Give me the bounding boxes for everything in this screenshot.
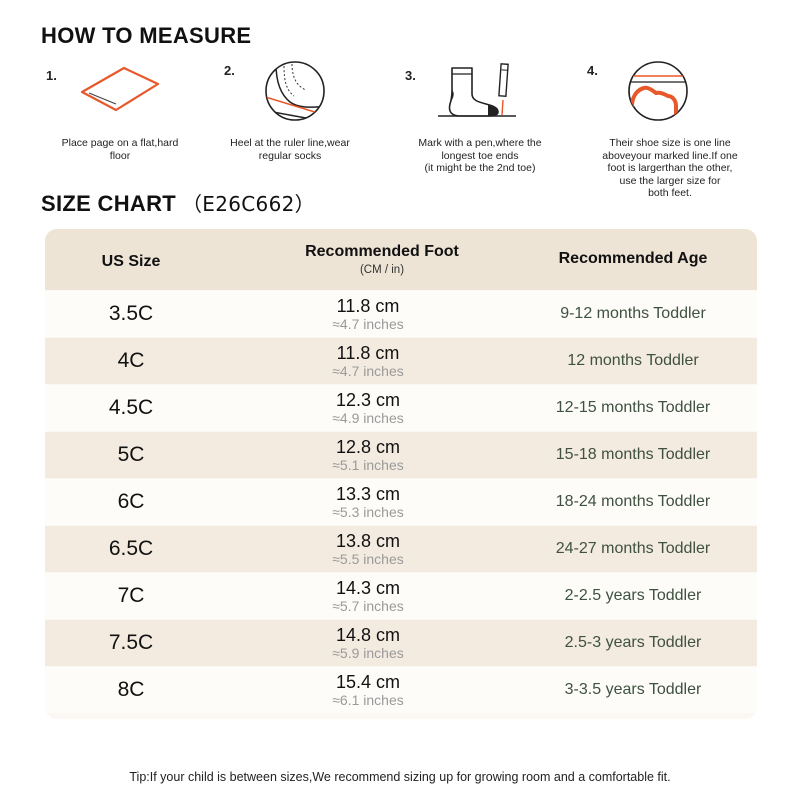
cell-foot-cm: 13.3 cm [335, 484, 401, 504]
cell-us-size: 8C [117, 678, 145, 701]
cell-us-size: 6.5C [108, 537, 154, 560]
cell-foot-inch: ≈4.7 inches [332, 316, 404, 332]
cell-foot: 15.4 cm ≈6.1 inches [282, 672, 454, 709]
cell-foot-inch: ≈5.7 inches [332, 598, 404, 614]
header-foot-unit: (CM / in) [359, 264, 405, 276]
cell-foot: 12.3 cm ≈4.9 inches [282, 390, 454, 427]
cell-foot-inch: ≈5.9 inches [332, 645, 404, 661]
step-2-text: Heel at the ruler line,wear regular sock… [230, 137, 350, 162]
cell-age: 3-3.5 years Toddler [564, 681, 702, 698]
header-recommended-foot: Recommended Foot (CM / in) [282, 243, 482, 276]
table-header: US Size Recommended Foot (CM / in) Recom… [45, 229, 757, 290]
cell-us-size: 6C [117, 490, 145, 513]
cell-foot-inch: ≈4.9 inches [332, 410, 404, 426]
cell-foot: 14.8 cm ≈5.9 inches [282, 625, 454, 662]
step-number: 3. [405, 68, 416, 83]
table-row: 5C 12.8 cm ≈5.1 inches 15-18 months Toddl… [45, 432, 757, 478]
measure-step-2: 2. Heel at the ruler line,wear regular s… [210, 60, 370, 170]
table-row: 7.5C 14.8 cm ≈5.9 inches 2.5-3 years Todd… [45, 620, 757, 666]
table-row: 4C 11.8 cm ≈4.7 inches 12 months Toddler [45, 338, 757, 384]
how-to-measure-title: HOW TO MEASURE [41, 23, 252, 48]
cell-foot-cm: 13.8 cm [335, 531, 401, 551]
table-row: 8C 15.4 cm ≈6.1 inches 3-3.5 years Toddle… [45, 667, 757, 713]
cell-age: 2.5-3 years Toddler [564, 634, 702, 651]
cell-age: 15-18 months Toddler [555, 446, 711, 463]
measure-step-4: 4. Their shoe size is one line aboveyour… [580, 60, 760, 205]
cell-foot: 11.8 cm ≈4.7 inches [282, 296, 454, 333]
cell-foot-inch: ≈5.5 inches [332, 551, 404, 567]
toe-line-icon [628, 61, 688, 121]
table-row: 3.5C 11.8 cm ≈4.7 inches 9-12 months Todd… [45, 291, 757, 337]
cell-us-size: 7.5C [108, 631, 154, 654]
cell-foot-cm: 12.3 cm [335, 390, 401, 410]
cell-foot-inch: ≈4.7 inches [332, 363, 404, 379]
size-chart-title: SIZE CHART （E26C662） [41, 188, 315, 217]
cell-foot: 13.3 cm ≈5.3 inches [282, 484, 454, 521]
sock-pen-icon [438, 63, 516, 117]
header-foot-label: Recommended Foot [305, 243, 459, 260]
cell-foot-inch: ≈5.3 inches [332, 504, 404, 520]
cell-foot: 11.8 cm ≈4.7 inches [282, 343, 454, 380]
cell-foot-cm: 15.4 cm [335, 672, 401, 692]
cell-foot: 13.8 cm ≈5.5 inches [282, 531, 454, 568]
cell-foot-inch: ≈5.1 inches [332, 457, 404, 473]
table-row: 7C 14.3 cm ≈5.7 inches 2-2.5 years Toddle… [45, 573, 757, 619]
cell-foot-cm: 14.3 cm [335, 578, 401, 598]
paper-sheet-icon [80, 66, 160, 112]
step-number: 1. [46, 68, 57, 83]
cell-age: 12 months Toddler [567, 352, 699, 369]
cell-age: 9-12 months Toddler [560, 305, 706, 322]
step-4-text: Their shoe size is one line aboveyour ma… [602, 137, 738, 199]
step-1-text: Place page on a flat,hard floor [61, 137, 179, 162]
heel-ruler-icon [265, 61, 325, 121]
step-number: 4. [587, 63, 598, 78]
measure-step-1: 1. Place page on a flat,hard floor [40, 60, 200, 170]
sizing-tip: Tip:If your child is between sizes,We re… [129, 770, 671, 784]
table-row: 6C 13.3 cm ≈5.3 inches 18-24 months Toddl… [45, 479, 757, 525]
cell-age: 12-15 months Toddler [555, 399, 711, 416]
header-recommended-age: Recommended Age [558, 250, 708, 267]
cell-us-size: 7C [117, 584, 145, 607]
size-chart-title-text: SIZE CHART [41, 191, 176, 216]
size-table: US Size Recommended Foot (CM / in) Recom… [45, 229, 757, 719]
cell-foot-cm: 11.8 cm [336, 343, 400, 363]
cell-foot: 14.3 cm ≈5.7 inches [282, 578, 454, 615]
cell-foot-cm: 14.8 cm [335, 625, 401, 645]
cell-foot-cm: 12.8 cm [335, 437, 401, 457]
table-row: 6.5C 13.8 cm ≈5.5 inches 24-27 months Tod… [45, 526, 757, 572]
cell-age: 24-27 months Toddler [555, 540, 711, 557]
cell-us-size: 5C [117, 443, 145, 466]
cell-age: 2-2.5 years Toddler [564, 587, 702, 604]
measure-step-3: 3. Mark with a pen,where the longest toe… [400, 60, 560, 180]
header-us-size: US Size [101, 253, 161, 270]
cell-us-size: 4.5C [108, 396, 154, 419]
step-3-text: Mark with a pen,where the longest toe en… [418, 137, 542, 174]
cell-age: 18-24 months Toddler [555, 493, 711, 510]
cell-foot: 12.8 cm ≈5.1 inches [282, 437, 454, 474]
table-row: 4.5C 12.3 cm ≈4.9 inches 12-15 months Tod… [45, 385, 757, 431]
cell-us-size: 3.5C [108, 302, 154, 325]
cell-foot-inch: ≈6.1 inches [332, 692, 404, 708]
cell-us-size: 4C [117, 349, 145, 372]
product-code: （E26C662） [182, 192, 315, 216]
step-number: 2. [224, 63, 235, 78]
cell-foot-cm: 11.8 cm [336, 296, 400, 316]
